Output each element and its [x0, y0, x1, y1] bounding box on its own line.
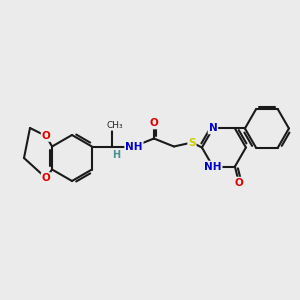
Text: H: H: [112, 151, 120, 160]
Text: O: O: [235, 178, 243, 188]
Text: N: N: [208, 123, 217, 134]
Text: NH: NH: [204, 162, 222, 172]
Text: O: O: [42, 173, 50, 183]
Text: O: O: [42, 131, 50, 141]
Text: O: O: [149, 118, 158, 128]
Text: S: S: [188, 137, 196, 148]
Text: NH: NH: [125, 142, 143, 152]
Text: CH₃: CH₃: [106, 121, 123, 130]
